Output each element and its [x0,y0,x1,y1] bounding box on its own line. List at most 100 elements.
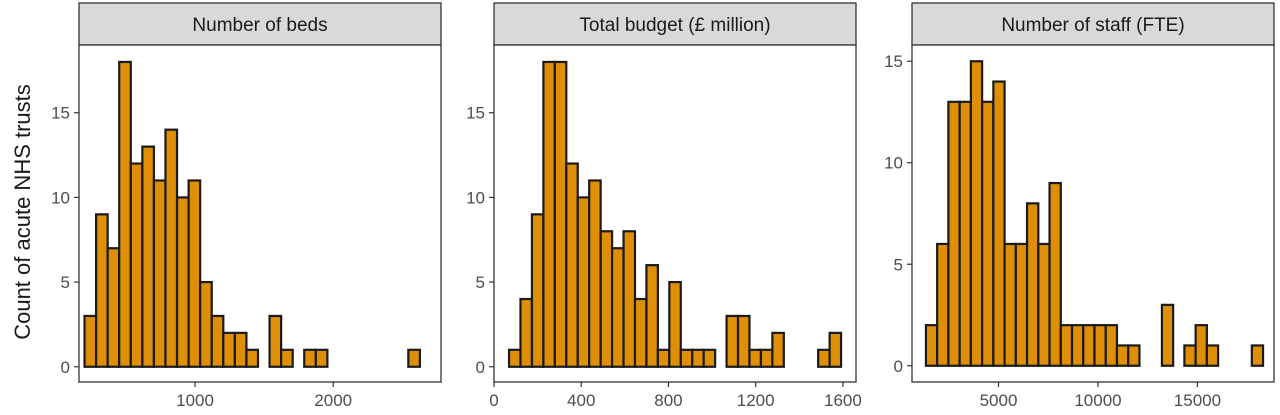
facet-strip [78,2,442,46]
histogram-bar [748,348,763,368]
histogram-bar [519,297,534,368]
histogram-bar [106,247,121,368]
histogram-bar [1127,344,1141,367]
histogram-bar [199,280,213,368]
y-tick-label: 15 [466,104,485,123]
histogram-bar [588,179,602,368]
histogram-bar [1160,303,1175,367]
histogram-bar [1059,324,1074,367]
histogram-bar [645,264,659,368]
histogram-bar [679,348,694,368]
histogram-bar [1003,242,1017,367]
histogram-bar [1115,344,1130,367]
y-tick-label: 15 [51,104,70,123]
histogram-bar [1037,242,1051,367]
x-tick-label: 1000 [176,391,214,410]
histogram-bar [691,348,705,368]
y-tick-label: 0 [61,358,70,377]
histogram-bar [210,314,225,368]
histogram-bar [817,348,831,368]
y-tick-label: 15 [884,52,903,71]
histogram-bar [1025,202,1040,367]
histogram-bar [222,331,236,368]
x-tick-label: 2000 [314,391,352,410]
histogram-bar [530,213,545,368]
y-tick-label: 5 [894,255,903,274]
facet-title: Number of beds [192,15,327,36]
y-tick-label: 10 [466,188,485,207]
histogram-bar [507,348,522,368]
panel-border [78,44,442,383]
y-tick-label: 10 [884,154,903,173]
y-tick-label: 5 [476,273,485,292]
y-tick-label: 5 [61,273,70,292]
histogram-bar [268,314,283,368]
panel-border [911,44,1275,383]
histogram-bar [599,230,614,368]
histogram-bar [936,242,950,367]
histogram-bar [702,348,717,368]
histogram-bar [1070,324,1085,367]
panel-2: Total budget (£ million) 0 5 10 15 0 400 800 120… [466,2,862,410]
histogram-bar [1183,344,1197,367]
histogram-bar [1194,324,1208,367]
histogram-bar [187,179,202,368]
histogram-bar [1104,324,1119,367]
x-tick-label: 10000 [1074,391,1121,410]
histogram-bar [565,162,579,368]
histogram-bar [622,230,637,368]
y-tick-label: 0 [894,357,903,376]
histogram-bar [1093,324,1107,367]
histogram-bar [542,60,556,368]
histogram-bar [1250,344,1265,367]
histogram-bar [94,213,109,368]
histogram-bar [407,348,422,368]
x-tick-label: 0 [489,391,498,410]
histogram-bar [576,196,591,368]
x-tick-label: 1200 [737,391,775,410]
histogram-bar [924,324,939,367]
histogram-bar [314,348,329,368]
panel-3: Number of staff (FTE) 0 5 10 15 5000 10000 1500… [884,2,1275,410]
histogram-bar [992,80,1006,367]
histogram-bar [958,100,972,367]
histogram-bar [610,247,625,368]
x-tick-label: 800 [654,391,682,410]
histogram-bar [245,348,260,368]
facet-title: Total budget (£ million) [579,15,770,36]
x-tick-label: 400 [567,391,595,410]
facet-strip [493,2,857,46]
histogram-bar [969,60,984,367]
histogram-bar [141,145,156,368]
histogram-bar [656,348,671,368]
histogram-bar [233,331,248,368]
histogram-bar [152,179,167,368]
histogram-bar [668,280,682,368]
histogram-bar [759,348,774,368]
histogram-bar [947,100,961,367]
histogram-bar [828,331,843,368]
histogram-bar [771,331,785,368]
histogram-bar [1082,324,1096,367]
facet-title: Number of staff (FTE) [1001,15,1184,36]
histogram-bar [118,60,132,368]
histogram-bar [1014,242,1029,367]
histogram-bar [303,348,317,368]
histogram-bar [981,100,995,367]
histogram-bar [553,60,568,368]
y-axis-label: Count of acute NHS trusts [10,84,35,340]
y-tick-label: 0 [476,358,485,377]
histogram-bar [725,314,740,368]
histogram-bar [736,314,751,368]
y-tick-label: 10 [51,188,70,207]
x-tick-label: 15000 [1174,391,1221,410]
histogram-bar [129,162,144,368]
histogram-bar [83,314,98,368]
histogram-bar [1048,181,1062,367]
histogram-bar [280,348,294,368]
histogram-bar [175,196,190,368]
x-tick-label: 1600 [824,391,862,410]
histogram-bar [1205,344,1220,367]
